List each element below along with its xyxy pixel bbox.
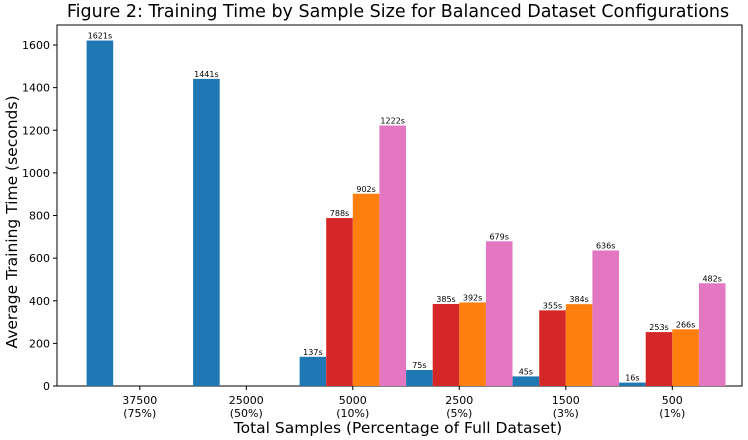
bar (193, 78, 220, 386)
bar-data-label: 1621s (88, 32, 113, 41)
y-tick-label: 1600 (22, 39, 50, 52)
bar-data-label: 788s (330, 209, 349, 218)
x-tick-label: 1500 (552, 394, 580, 407)
bar-data-label: 253s (649, 323, 668, 332)
bar-data-label: 679s (489, 232, 508, 241)
bar (512, 376, 540, 386)
bar (459, 302, 486, 386)
x-tick-label: 5000 (339, 394, 367, 407)
bar-data-label: 45s (519, 367, 533, 376)
bar (86, 40, 114, 386)
y-tick-label: 1400 (22, 82, 50, 95)
x-tick-sublabel: (1%) (659, 407, 685, 420)
y-tick-label: 1200 (22, 124, 50, 137)
bar (539, 310, 566, 386)
bar-data-label: 355s (543, 301, 562, 310)
bar (485, 241, 513, 386)
bar-data-label: 636s (596, 241, 615, 250)
y-tick-label: 0 (43, 380, 50, 393)
x-tick-label: 2500 (445, 394, 473, 407)
bar (698, 283, 726, 386)
bar (326, 218, 353, 386)
bar-data-label: 137s (303, 348, 322, 357)
x-tick-label: 37500 (122, 394, 157, 407)
bar-data-label: 482s (702, 274, 721, 283)
y-tick-label: 1000 (22, 167, 50, 180)
x-tick-sublabel: (50%) (230, 407, 263, 420)
y-tick-label: 200 (29, 337, 50, 350)
bar-data-label: 75s (412, 361, 426, 370)
y-tick-label: 800 (29, 210, 50, 223)
x-tick-sublabel: (3%) (553, 407, 579, 420)
chart-title: Figure 2: Training Time by Sample Size f… (67, 2, 729, 22)
bar-data-label: 1222s (380, 117, 405, 126)
x-tick-sublabel: (75%) (123, 407, 156, 420)
bar (299, 356, 327, 386)
bar-data-label: 902s (356, 185, 375, 194)
bar (406, 370, 433, 386)
bar-data-label: 384s (569, 295, 588, 304)
bar-data-label: 392s (463, 293, 482, 302)
bar (432, 303, 460, 386)
y-tick-label: 400 (29, 295, 50, 308)
bar (619, 382, 646, 386)
bar-data-label: 16s (625, 374, 639, 383)
bar (592, 250, 619, 386)
bar-data-label: 385s (436, 295, 455, 304)
bar (352, 193, 380, 386)
x-axis-label: Total Samples (Percentage of Full Datase… (233, 419, 562, 437)
bar-data-label: 266s (676, 320, 695, 329)
y-tick-label: 600 (29, 252, 50, 265)
bar (565, 304, 593, 386)
y-axis-label: Average Training Time (seconds) (3, 96, 21, 349)
plot-area: 020040060080010001200140016001621s37500(… (22, 24, 743, 420)
x-tick-label: 500 (662, 394, 683, 407)
x-tick-label: 25000 (229, 394, 264, 407)
bar-data-label: 1441s (194, 70, 219, 79)
bar (672, 329, 699, 386)
bar (379, 125, 406, 386)
x-tick-sublabel: (10%) (336, 407, 369, 420)
x-tick-sublabel: (5%) (446, 407, 472, 420)
bar (645, 332, 673, 386)
